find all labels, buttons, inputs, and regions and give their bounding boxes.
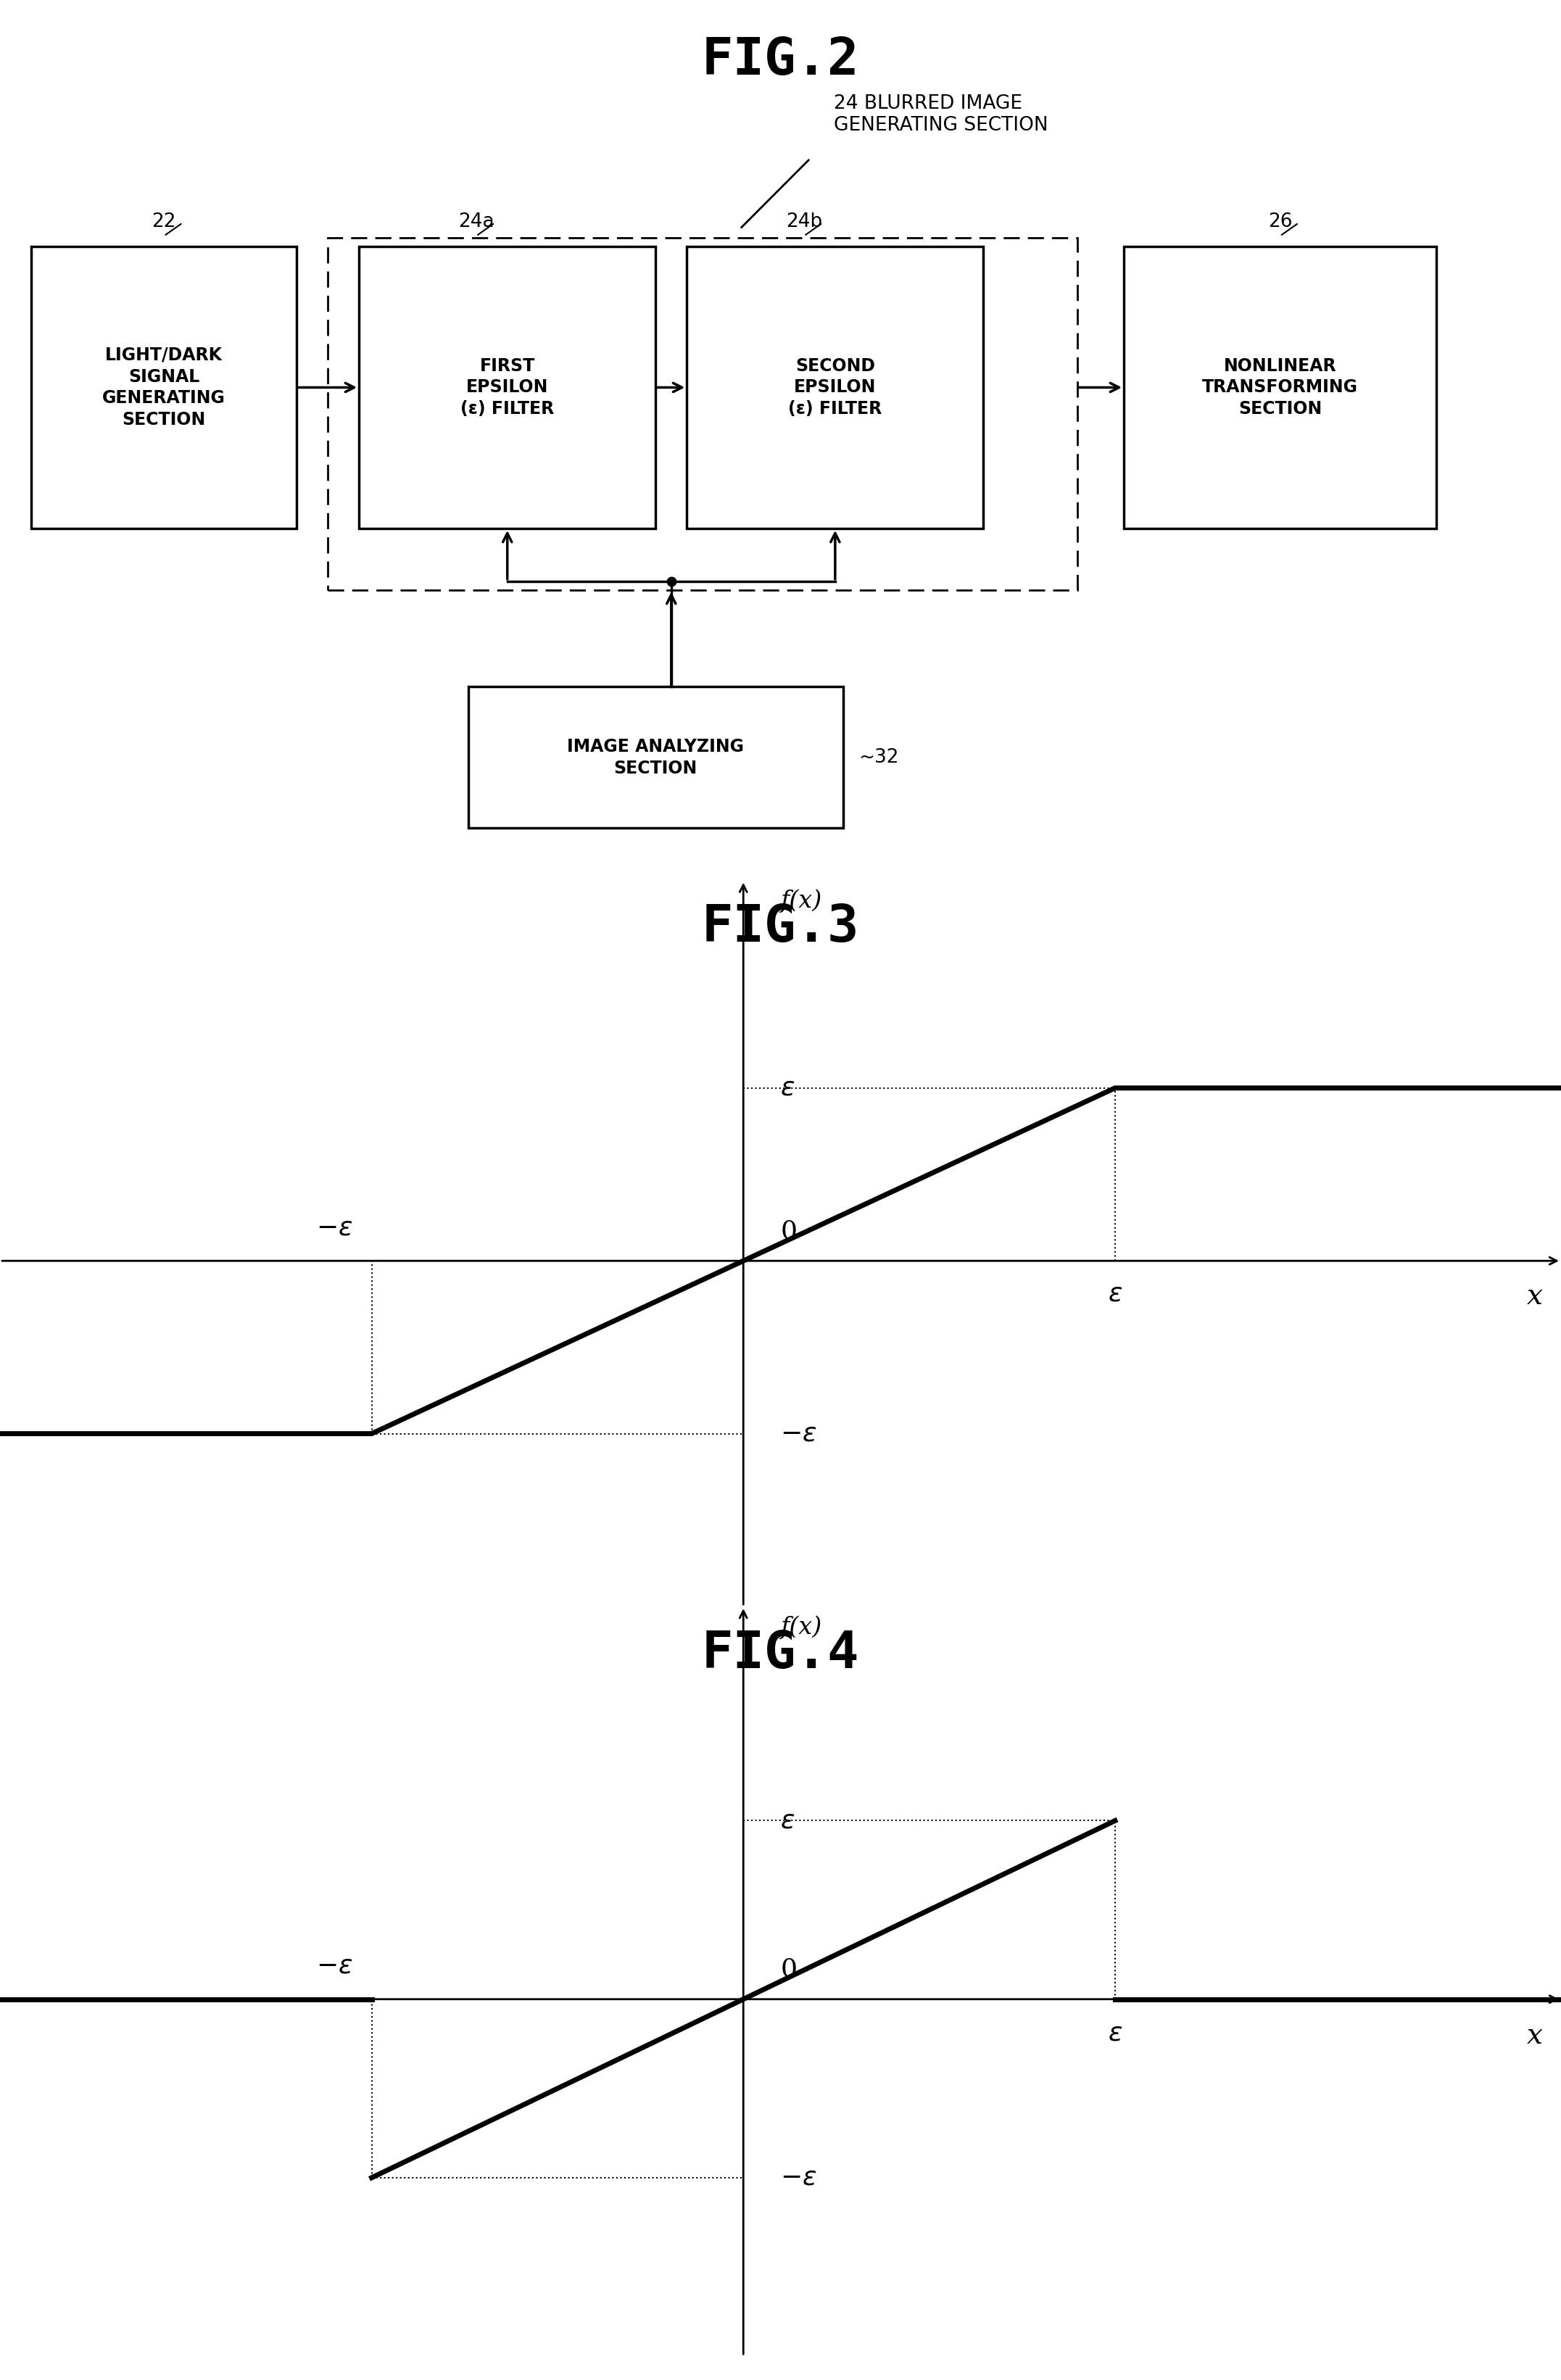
Text: $\varepsilon$: $\varepsilon$: [780, 1076, 795, 1100]
Text: $\varepsilon$: $\varepsilon$: [1108, 2021, 1122, 2044]
Text: SECOND
EPSILON
(ε) FILTER: SECOND EPSILON (ε) FILTER: [788, 357, 882, 419]
Text: 26: 26: [1268, 212, 1293, 231]
Bar: [328, 238, 1077, 590]
Text: 0: 0: [780, 1956, 798, 1980]
Text: FIG.3: FIG.3: [701, 902, 860, 952]
Text: x: x: [1527, 1283, 1542, 1309]
Text: FIRST
EPSILON
(ε) FILTER: FIRST EPSILON (ε) FILTER: [460, 357, 554, 419]
Text: NONLINEAR
TRANSFORMING
SECTION: NONLINEAR TRANSFORMING SECTION: [1202, 357, 1358, 419]
Bar: [468, 688, 843, 828]
Text: $-\varepsilon$: $-\varepsilon$: [317, 1216, 353, 1240]
Text: LIGHT/DARK
SIGNAL
GENERATING
SECTION: LIGHT/DARK SIGNAL GENERATING SECTION: [103, 347, 225, 428]
Text: x: x: [1527, 2023, 1542, 2049]
Bar: [31, 248, 297, 528]
Text: FIG.2: FIG.2: [701, 36, 860, 86]
Bar: [359, 248, 656, 528]
Text: f(x): f(x): [780, 1616, 823, 1640]
Text: FIG.4: FIG.4: [701, 1628, 860, 1678]
Text: IMAGE ANALYZING
SECTION: IMAGE ANALYZING SECTION: [567, 738, 745, 776]
Text: $\varepsilon$: $\varepsilon$: [780, 1809, 795, 1833]
Text: 24a: 24a: [457, 212, 495, 231]
Text: $-\varepsilon$: $-\varepsilon$: [780, 2166, 816, 2190]
Bar: [1124, 248, 1436, 528]
Text: $-\varepsilon$: $-\varepsilon$: [317, 1954, 353, 1978]
Text: $\varepsilon$: $\varepsilon$: [1108, 1280, 1122, 1307]
Text: 24b: 24b: [785, 212, 823, 231]
Text: ~32: ~32: [859, 747, 899, 766]
Text: 22: 22: [151, 212, 176, 231]
Text: $-\varepsilon$: $-\varepsilon$: [780, 1421, 816, 1447]
Text: 0: 0: [780, 1219, 798, 1242]
Bar: [687, 248, 983, 528]
Text: 24 BLURRED IMAGE
GENERATING SECTION: 24 BLURRED IMAGE GENERATING SECTION: [834, 95, 1047, 136]
Text: f(x): f(x): [780, 890, 823, 914]
